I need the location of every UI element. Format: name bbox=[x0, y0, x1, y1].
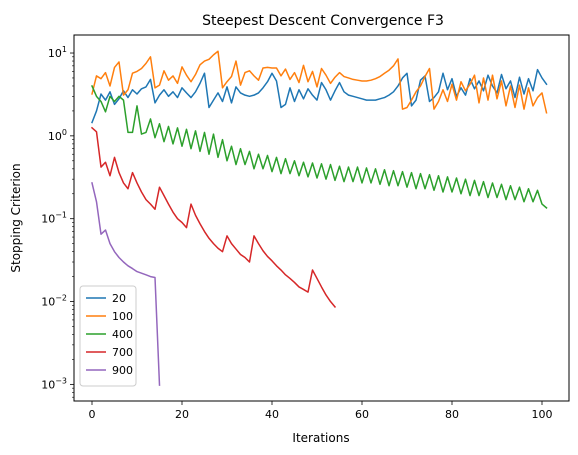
y-tick-label: 10−3 bbox=[41, 376, 67, 391]
legend-label-700: 700 bbox=[112, 346, 133, 359]
y-tick-mantissa: 10 bbox=[41, 213, 55, 226]
y-tick-exponent: 0 bbox=[62, 128, 67, 137]
y-tick-mantissa: 10 bbox=[48, 130, 62, 143]
y-axis-label: Stopping Criterion bbox=[9, 163, 23, 272]
y-tick-label: 10−1 bbox=[41, 211, 67, 226]
x-axis-label: Iterations bbox=[292, 431, 349, 445]
legend: 20 100 400 700 900 bbox=[79, 285, 137, 387]
legend-label-900: 900 bbox=[112, 364, 133, 377]
plot-frame bbox=[73, 34, 570, 402]
x-axis: 0 20 40 60 80 100 bbox=[89, 401, 553, 421]
x-tick-label: 60 bbox=[355, 408, 369, 421]
y-tick-label: 100 bbox=[48, 128, 67, 143]
y-tick-mantissa: 10 bbox=[41, 378, 55, 391]
y-tick-mantissa: 10 bbox=[48, 47, 62, 60]
y-tick-exponent: 1 bbox=[62, 45, 67, 54]
legend-label-400: 400 bbox=[112, 328, 133, 341]
x-tick-label: 40 bbox=[265, 408, 279, 421]
y-tick-exponent: −3 bbox=[55, 376, 67, 385]
series-line-700 bbox=[90, 126, 337, 309]
y-tick-exponent: −1 bbox=[55, 211, 67, 220]
series-line-100 bbox=[91, 50, 548, 114]
series-line-900 bbox=[91, 182, 161, 386]
x-tick-label: 20 bbox=[175, 408, 189, 421]
x-tick-label: 0 bbox=[89, 408, 96, 421]
y-tick-label: 10−2 bbox=[41, 294, 67, 309]
chart-title: Steepest Descent Convergence F3 bbox=[202, 13, 444, 29]
legend-box bbox=[79, 285, 137, 387]
x-tick-label: 80 bbox=[445, 408, 459, 421]
y-tick-mantissa: 10 bbox=[41, 296, 55, 309]
plot-series bbox=[90, 50, 548, 386]
legend-label-100: 100 bbox=[112, 310, 133, 323]
series-line-400 bbox=[91, 84, 548, 209]
series-line-20 bbox=[91, 68, 548, 124]
y-tick-exponent: −2 bbox=[55, 294, 67, 303]
x-tick-label: 100 bbox=[532, 408, 553, 421]
y-tick-label: 101 bbox=[48, 45, 67, 60]
legend-label-20: 20 bbox=[112, 292, 126, 305]
